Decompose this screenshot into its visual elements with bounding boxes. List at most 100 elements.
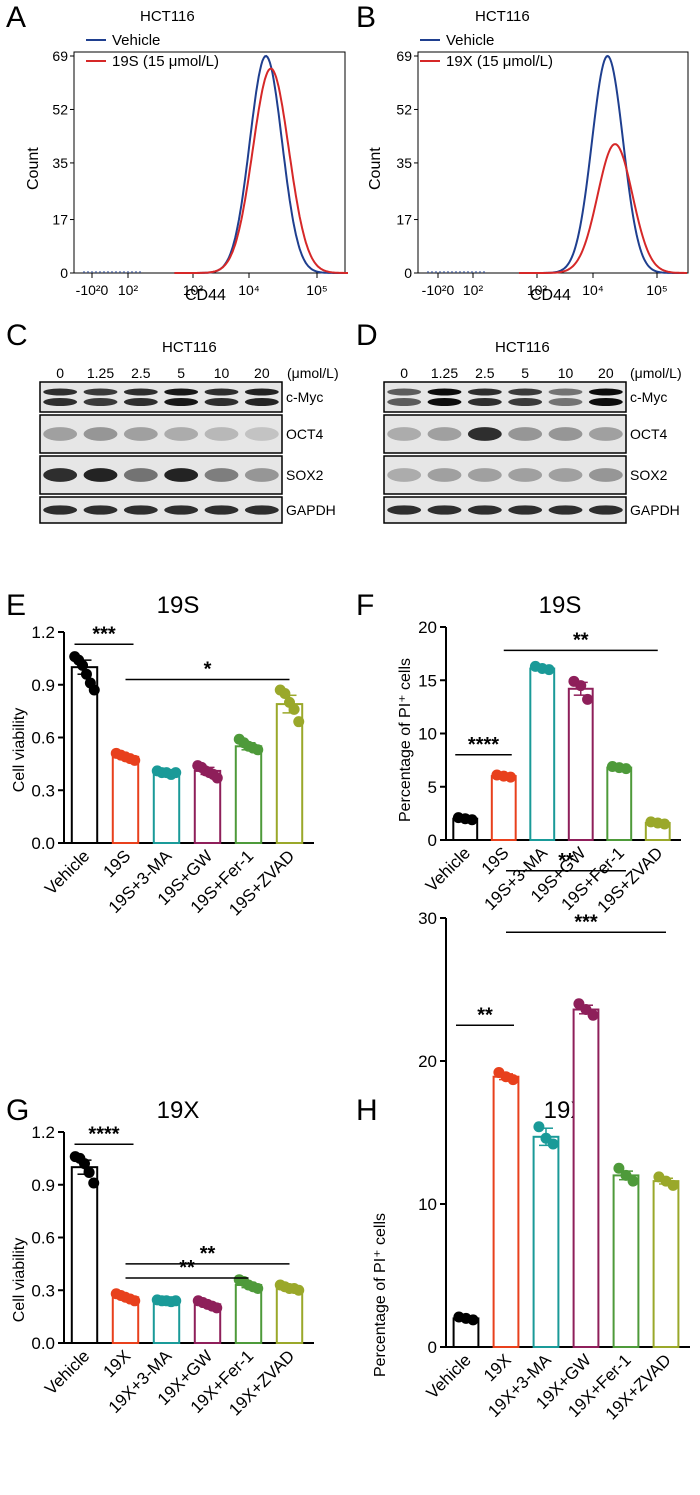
- x-tick-label: 10⁵: [646, 282, 667, 298]
- dose-label: 2.5: [475, 365, 495, 381]
- histogram-treated: [519, 143, 687, 274]
- band: [204, 427, 239, 441]
- chart-title-e: 19S: [157, 592, 200, 619]
- band: [467, 468, 502, 482]
- x-tick-label: 10³: [183, 282, 204, 298]
- y-axis-title-b: Count: [367, 147, 384, 190]
- data-point: [288, 703, 300, 715]
- band: [467, 427, 502, 441]
- band: [427, 388, 462, 396]
- blot-strip-gapdh: [383, 496, 627, 524]
- band: [164, 388, 199, 396]
- dose-label: 0: [400, 365, 408, 381]
- data-point: [88, 1177, 100, 1189]
- data-point: [620, 763, 632, 775]
- y-axis-title-a: Count: [25, 147, 42, 190]
- band: [548, 505, 583, 515]
- y-tick-label: 1.2: [31, 1123, 55, 1142]
- y-tick-label: 17: [52, 212, 68, 228]
- data-point: [467, 1314, 479, 1326]
- y-axis-title-e: Cell viability: [11, 708, 28, 792]
- data-point: [77, 659, 89, 671]
- data-point: [507, 1074, 519, 1086]
- y-tick-label: 0.6: [31, 1229, 55, 1248]
- y-tick-label: 15: [418, 671, 437, 690]
- band: [387, 388, 422, 396]
- data-point: [667, 1179, 679, 1191]
- flow-title-a: HCT116: [140, 8, 195, 25]
- y-tick-label: 0.0: [31, 1334, 55, 1353]
- data-point: [505, 771, 517, 783]
- blot-strip-sox2: [383, 455, 627, 495]
- legend-treated-b: 19X (15 μmol/L): [446, 53, 553, 70]
- data-point: [252, 744, 264, 756]
- data-point: [129, 1295, 141, 1307]
- data-point: [293, 1284, 305, 1296]
- bar: [111, 755, 140, 845]
- protein-label: c-Myc: [630, 389, 667, 405]
- data-point: [83, 1166, 95, 1178]
- band: [244, 505, 279, 515]
- panel-letter-e: E: [6, 589, 26, 622]
- x-tick-label: 10²: [118, 282, 139, 298]
- band: [204, 468, 239, 482]
- y-tick-label: 10: [418, 725, 437, 744]
- band: [548, 427, 583, 441]
- blot-strip-sox2: [39, 455, 283, 495]
- band: [427, 468, 462, 482]
- band: [508, 468, 543, 482]
- band: [508, 427, 543, 441]
- y-tick-label: 0.3: [31, 1281, 55, 1300]
- band: [204, 505, 239, 515]
- y-tick-label: 0.3: [31, 781, 55, 800]
- band: [588, 505, 623, 515]
- band: [83, 468, 118, 482]
- panel-f: F 19S Percentage of PI⁺ cells 0 5 10 15 20 Ve…: [356, 589, 681, 916]
- bar: [492, 1075, 520, 1348]
- bar: [572, 1008, 600, 1349]
- panel-c: C HCT116 0 1.25 2.5 5 10 20 (μmol/L) c-Myc OCT4 S…: [6, 319, 339, 524]
- data-point: [293, 716, 305, 728]
- band: [83, 398, 118, 406]
- band: [548, 388, 583, 396]
- y-tick-label: 52: [396, 101, 412, 117]
- y-tick-label: 69: [396, 48, 412, 64]
- band: [43, 427, 78, 441]
- flow-plot-a: 0 17 35 52 69 -10²0 10² 10³ 10⁴ 10⁵: [52, 48, 348, 298]
- legend-vehicle-a: Vehicle: [112, 32, 160, 49]
- blot-strip-c-myc: [383, 381, 627, 413]
- panel-letter-f: F: [356, 589, 374, 622]
- x-tick-label: 10³: [527, 282, 548, 298]
- band: [164, 427, 199, 441]
- bar: [612, 1174, 640, 1349]
- histogram-treated: [174, 67, 348, 274]
- dose-label: 0: [56, 365, 64, 381]
- panel-d: D HCT116 0 1.25 2.5 5 10 20 (μmol/L) c-Myc OCT4 S…: [356, 319, 682, 524]
- flow-title-b: HCT116: [475, 8, 530, 25]
- protein-label: OCT4: [630, 426, 668, 442]
- blot-c: 0 1.25 2.5 5 10 20 (μmol/L) c-Myc OCT4 SOX2 GAPDH: [39, 365, 339, 524]
- y-tick-label: 20: [418, 618, 437, 637]
- band: [43, 388, 78, 396]
- x-tick-label: -10²0: [76, 282, 109, 298]
- dose-label: 10: [558, 365, 574, 381]
- data-point: [547, 1138, 559, 1150]
- bar: [275, 1287, 304, 1345]
- bar: [567, 687, 594, 842]
- significance-label: **: [558, 850, 574, 872]
- panel-g: G 19X Cell viability 0.0 0.3 0.6 0.9 1.2 Vehi…: [6, 1094, 314, 1419]
- protein-label: c-Myc: [286, 389, 323, 405]
- band: [588, 468, 623, 482]
- bar: [70, 1166, 99, 1344]
- dose-label: 5: [521, 365, 529, 381]
- x-tick-label: -10²0: [422, 282, 455, 298]
- band: [427, 398, 462, 406]
- data-point: [466, 814, 478, 826]
- band: [164, 398, 199, 406]
- protein-label: GAPDH: [630, 502, 680, 518]
- bar: [152, 1299, 181, 1345]
- blot-strip-oct4: [39, 414, 283, 454]
- data-point: [211, 772, 223, 784]
- band: [387, 468, 422, 482]
